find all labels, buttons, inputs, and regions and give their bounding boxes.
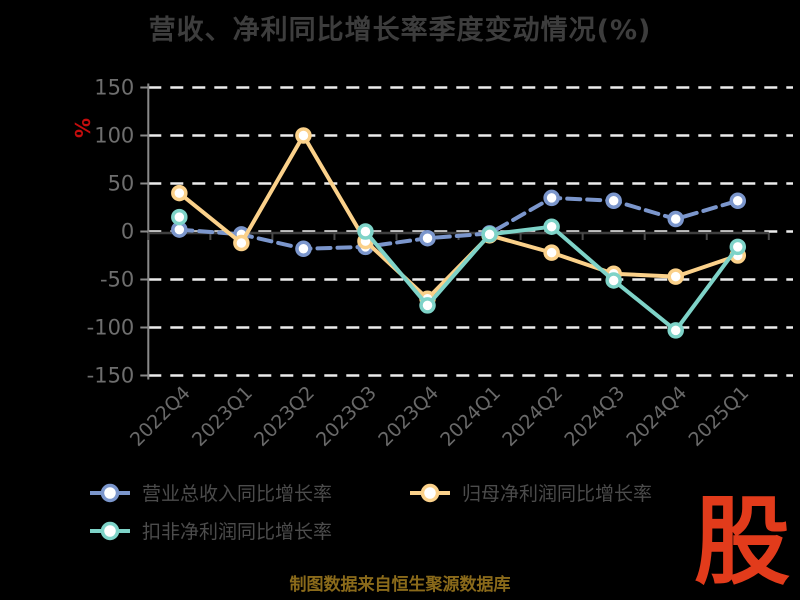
data-point-s1-2022Q4[interactable] [171, 184, 188, 202]
legend-marker-deducted-profit [90, 521, 130, 540]
x-axis-label-2022Q4: 2022Q4 [126, 382, 195, 451]
x-axis-label-2024Q2: 2024Q2 [498, 382, 567, 451]
data-point-s1-2023Q1[interactable] [233, 234, 250, 252]
legend-item-deducted-profit-growth[interactable]: 扣非净利润同比增长率 [88, 517, 332, 544]
data-point-s1-2024Q2[interactable] [543, 244, 560, 261]
legend-marker-net-profit [410, 483, 450, 502]
legend-marker-revenue [90, 483, 130, 502]
data-point-s2-2024Q3[interactable] [605, 272, 622, 289]
data-point-s0-2023Q2[interactable] [295, 240, 312, 258]
data-point-s2-2025Q1[interactable] [729, 238, 747, 256]
data-point-s0-2024Q4[interactable] [667, 210, 684, 228]
x-axis-label-2023Q3: 2023Q3 [312, 382, 381, 451]
data-point-s1-2024Q4[interactable] [667, 268, 684, 285]
legend-label-net-profit-growth: 归母净利润同比增长率 [462, 483, 653, 505]
y-axis-tick-label--150: -150 [87, 364, 135, 388]
y-axis-tick-label-0: 0 [121, 220, 134, 244]
data-point-s2-2024Q4[interactable] [667, 322, 684, 339]
data-point-s2-2022Q4[interactable] [171, 208, 188, 226]
data-point-s2-2024Q1[interactable] [481, 226, 498, 243]
data-point-s0-2024Q3[interactable] [605, 192, 622, 210]
x-axis-label-2023Q4: 2023Q4 [374, 382, 443, 451]
data-source-caption: 制图数据来自恒生聚源数据库 [289, 575, 511, 595]
data-point-s0-2024Q2[interactable] [543, 189, 560, 207]
y-axis-tick-label-50: 50 [108, 172, 135, 196]
x-axis-label-2024Q4: 2024Q4 [622, 382, 691, 451]
series-line-0 [177, 195, 740, 251]
y-axis-tick-label-150: 150 [94, 76, 134, 100]
x-axis-label-2024Q1: 2024Q1 [436, 382, 505, 451]
x-axis-label-2023Q2: 2023Q2 [250, 382, 319, 451]
x-axis-label-2024Q3: 2024Q3 [560, 382, 629, 451]
data-point-s2-2023Q3[interactable] [357, 223, 374, 240]
legend-label-revenue-growth: 营业总收入同比增长率 [142, 483, 333, 505]
series-line-1 [177, 133, 740, 301]
y-axis-tick-label--100: -100 [87, 316, 135, 340]
x-axis-label-2025Q1: 2025Q1 [684, 382, 753, 451]
y-axis-tick-label-100: 100 [94, 124, 134, 148]
data-point-s2-2023Q4[interactable] [419, 297, 436, 314]
y-axis-tick-label--50: -50 [100, 268, 134, 292]
x-axis-label-2023Q1: 2023Q1 [188, 382, 257, 451]
legend-label-deducted-profit-growth: 扣非净利润同比增长率 [142, 521, 333, 543]
legend-item-net-profit-growth[interactable]: 归母净利润同比增长率 [408, 479, 652, 506]
data-point-s0-2023Q4[interactable] [419, 229, 436, 247]
data-point-s0-2025Q1[interactable] [729, 192, 747, 210]
data-point-s1-2023Q2[interactable] [295, 127, 312, 144]
data-point-s2-2024Q2[interactable] [543, 218, 560, 235]
stock-logo: 股 [694, 486, 790, 598]
chart-title: 营收、净利同比增长率季度变动情况(%) [148, 15, 652, 46]
legend-item-revenue-growth[interactable]: 营业总收入同比增长率 [88, 479, 332, 506]
